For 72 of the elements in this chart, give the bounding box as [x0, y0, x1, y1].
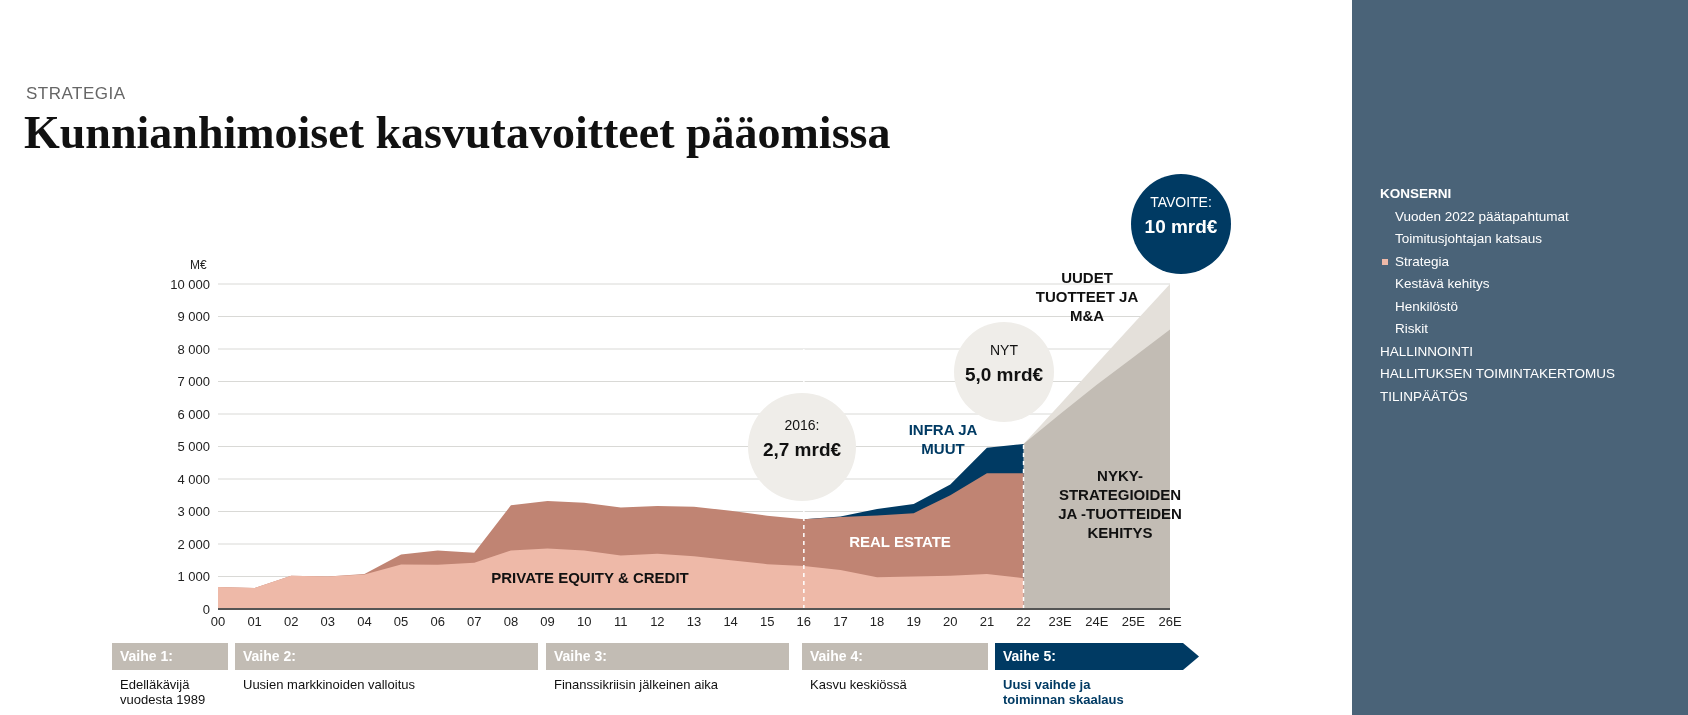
text: TAVOITE:: [1149, 194, 1213, 210]
series-label: PRIVATE EQUITY & CREDIT: [490, 568, 690, 587]
x-tick-label: 21: [979, 614, 995, 630]
annotation: NYT: [989, 342, 1019, 358]
series-label: REAL ESTATE: [848, 532, 952, 551]
text: Strategia: [1395, 253, 1450, 269]
x-tick-label: 23E: [1048, 614, 1073, 630]
x-tick-label: 00: [210, 614, 226, 630]
x-tick-label: 12: [650, 614, 665, 630]
x-tick-label: 22: [1016, 614, 1031, 630]
chart-title: Kunnianhimoiset kasvutavoitteet pääomissa: [24, 106, 891, 159]
series-label: INFRA JA MUUT: [907, 420, 979, 458]
x-tick-label: 02: [284, 614, 299, 630]
y-tick-label: 6 000: [177, 406, 210, 422]
text: Uusien markkinoiden valloitus: [243, 677, 416, 692]
text: Toimitusjohtajan katsaus: [1395, 231, 1543, 246]
text: Vuoden 2022 päätapahtumat: [1395, 208, 1569, 224]
y-tick-label: 9 000: [177, 309, 210, 325]
text: Vaihe 5:: [1003, 648, 1056, 664]
x-tick-label: 26E: [1158, 614, 1182, 630]
y-tick-label: 0: [202, 601, 210, 617]
text: KONSERNI: [1380, 186, 1452, 201]
text: Edelläkävijä vuodesta 1989: [120, 677, 207, 707]
text: Finanssikriisin jälkeinen aika: [554, 677, 720, 692]
y-tick-label: 5 000: [177, 439, 210, 455]
annotation: 5,0 mrd€: [963, 364, 1045, 386]
y-tick-label: 10 000: [170, 276, 210, 292]
x-tick-label: 04: [357, 614, 372, 630]
series-label: UUDET TUOTTEET JA M&A: [1034, 268, 1140, 325]
text: Kestävä kehitys: [1395, 276, 1490, 291]
x-tick-label: 01: [247, 614, 262, 630]
y-tick-label: 7 000: [177, 374, 210, 390]
x-tick-label: 06: [430, 614, 445, 630]
x-tick-label: 18: [869, 614, 885, 630]
text: STRATEGIA: [26, 84, 126, 104]
series-label: NYKY-STRATEGIOIDEN JA -TUOTTEIDEN KEHITYS: [1057, 466, 1183, 542]
y-tick-label: 2 000: [177, 536, 210, 552]
x-tick-label: 15: [760, 614, 775, 630]
y-tick-label: 3 000: [177, 504, 210, 520]
text: Riskit: [1395, 321, 1428, 336]
x-tick-label: 16: [796, 614, 812, 630]
x-tick-label: 14: [723, 614, 738, 630]
x-tick-label: 07: [467, 614, 482, 630]
x-tick-label: 20: [943, 614, 958, 630]
text: Henkilöstö: [1395, 298, 1459, 314]
annotation: 2,7 mrd€: [761, 439, 843, 461]
text: TILINPÄÄTÖS: [1380, 388, 1468, 404]
x-tick-label: 25E: [1121, 614, 1146, 630]
annotation: 2016:: [783, 417, 821, 433]
text: 10 mrd€: [1143, 216, 1219, 238]
x-tick-label: 09: [540, 614, 555, 630]
y-tick-label: 1 000: [177, 569, 210, 585]
x-tick-label: 19: [906, 614, 921, 630]
x-tick-label: 13: [686, 614, 702, 630]
text: Vaihe 1:: [120, 648, 173, 664]
y-axis-title: M€: [190, 258, 207, 272]
x-tick-label: 03: [320, 614, 336, 630]
x-tick-label: 05: [393, 614, 409, 630]
x-tick-label: 08: [503, 614, 519, 630]
x-tick-label: 24E: [1085, 614, 1109, 630]
text: Kasvu keskiössä: [810, 677, 908, 692]
text: HALLITUKSEN TOIMINTAKERTOMUS: [1380, 366, 1616, 381]
x-tick-label: 11: [614, 614, 628, 630]
text: HALLINNOINTI: [1380, 343, 1474, 359]
text: Uusi vaihde ja toiminnan skaalaus: [1003, 677, 1125, 707]
text: Vaihe 2:: [243, 648, 296, 664]
y-tick-label: 4 000: [177, 471, 210, 487]
text: Vaihe 3:: [554, 648, 607, 664]
x-tick-label: 17: [833, 614, 848, 630]
y-tick-label: 8 000: [177, 341, 210, 357]
x-tick-label: 10: [576, 614, 592, 630]
text: Vaihe 4:: [810, 648, 863, 664]
